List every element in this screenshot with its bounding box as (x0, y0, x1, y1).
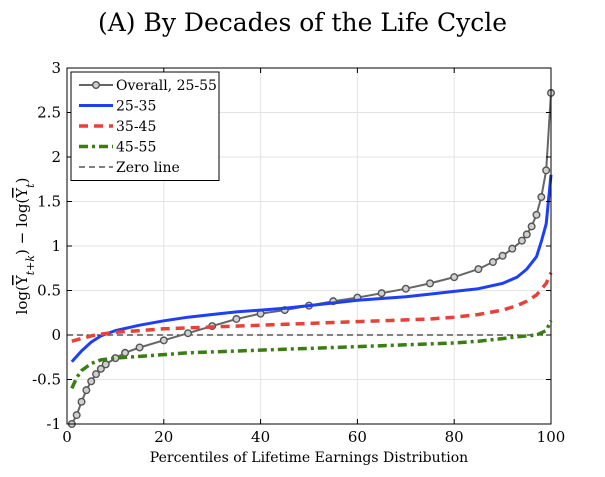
data-point (542, 166, 551, 175)
data-point (537, 193, 546, 202)
legend-label: 35-45 (116, 119, 156, 135)
data-point (101, 360, 110, 369)
chart-title: (A) By Decades of the Life Cycle (97, 8, 508, 37)
data-point (401, 284, 410, 293)
x-tick-label: 20 (154, 428, 173, 446)
data-point (82, 386, 91, 395)
legend-label: Zero line (116, 160, 180, 176)
legend-marker (91, 80, 100, 89)
legend-label: 45-55 (116, 140, 156, 156)
data-point (159, 336, 168, 345)
y-tick-label: -1 (46, 415, 61, 433)
data-point (498, 251, 507, 260)
series-line-25-35 (70, 174, 553, 363)
y-tick-label: 0.5 (37, 282, 61, 300)
data-point (92, 370, 101, 379)
data-point (96, 364, 105, 373)
data-point (517, 236, 526, 245)
data-point (77, 397, 86, 406)
series-layer (67, 88, 556, 429)
data-point (121, 348, 130, 357)
data-point (426, 279, 435, 288)
x-axis-label: Percentiles of Lifetime Earnings Distrib… (150, 450, 468, 466)
legend-label: 25-35 (116, 99, 156, 115)
x-tick-label: 100 (537, 428, 566, 446)
y-tick-label: 3 (51, 59, 61, 77)
y-tick-label: 1 (51, 237, 61, 255)
x-tick-label: 60 (348, 428, 367, 446)
x-tick-label: 80 (445, 428, 464, 446)
legend-label: Overall, 25-55 (116, 78, 217, 94)
y-tick-label: 0 (51, 326, 61, 344)
data-point (522, 230, 531, 239)
y-tick-label: 2.5 (37, 104, 61, 122)
y-tick-label: 1.5 (37, 193, 61, 211)
data-point (72, 411, 81, 420)
series-line-45-55 (70, 320, 553, 390)
legend: Overall, 25-55 25-35 35-45 45-55 Zero line (70, 71, 220, 181)
data-point (488, 258, 497, 267)
y-tick-label: -0.5 (32, 371, 61, 389)
data-point (135, 343, 144, 352)
data-point (87, 377, 96, 386)
data-point (527, 222, 536, 231)
axis-ticks: 0 20 40 60 80 100 -1 -0.5 0 0.5 1 1.5 2 2.5 3 (32, 59, 565, 446)
data-point (474, 265, 483, 274)
data-point (232, 314, 241, 323)
data-point (377, 289, 386, 298)
data-point (532, 210, 541, 219)
data-point (183, 329, 192, 338)
data-point (450, 273, 459, 282)
data-point (508, 244, 517, 253)
x-tick-label: 40 (251, 428, 270, 446)
y-tick-label: 2 (51, 148, 61, 166)
series-line-35-45 (71, 271, 553, 343)
x-tick-label: 0 (62, 428, 72, 446)
y-axis-label: log(Yt+k) − log(Yt) (13, 178, 37, 315)
